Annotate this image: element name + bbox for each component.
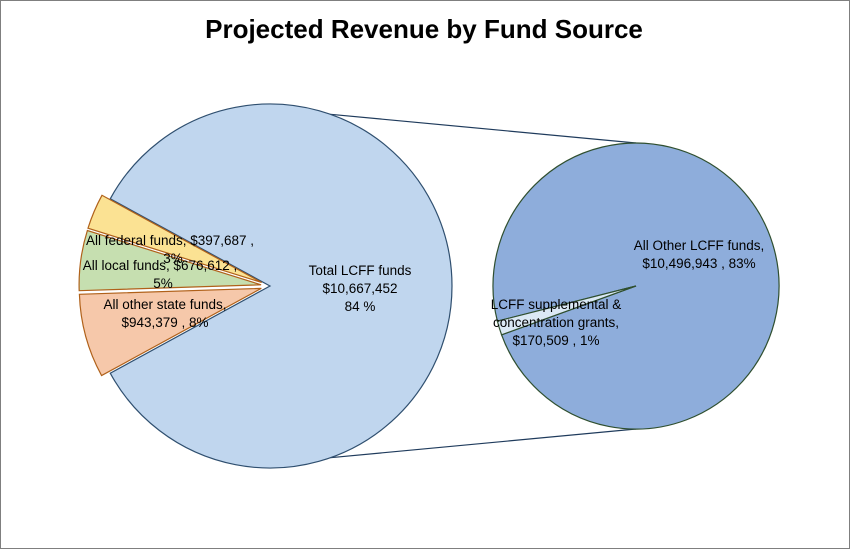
- label-local-name: All local funds, $676,612 ,: [83, 258, 238, 273]
- connector-line-bottom: [330, 428, 637, 459]
- label-supplemental-value: $170,509 , 1%: [512, 333, 599, 348]
- main-pie: [78, 103, 453, 469]
- secondary-pie: [492, 142, 780, 430]
- label-state-value: $943,379 , 8%: [121, 315, 208, 330]
- connector-line-top: [330, 113, 637, 144]
- label-total-lcff-percent: 84 %: [345, 299, 376, 314]
- data-labels: Total LCFF funds $10,667,452 84 % All fe…: [83, 233, 765, 348]
- main-pie-slice-all-other-state-funds: [78, 287, 262, 377]
- chart-title: Projected Revenue by Fund Source: [205, 14, 643, 44]
- secondary-pie-slice-lcff-supplemental-concentration-grants: [496, 285, 637, 336]
- label-state-name: All other state funds,: [103, 297, 226, 312]
- main-pie-slice-total-lcff-funds: [109, 103, 453, 469]
- main-pie-slice-all-local-funds: [78, 229, 262, 292]
- label-federal-percent: 3%: [163, 251, 183, 266]
- label-supplemental-name-2: concentration grants,: [493, 315, 619, 330]
- label-local-percent: 5%: [153, 276, 173, 291]
- label-federal-name: All federal funds, $397,687 ,: [86, 233, 254, 248]
- label-other-lcff-name: All Other LCFF funds,: [634, 238, 765, 253]
- label-total-lcff-name: Total LCFF funds: [309, 263, 412, 278]
- label-supplemental-name: LCFF supplemental &: [491, 297, 622, 312]
- label-other-lcff-value: $10,496,943 , 83%: [642, 256, 755, 271]
- label-total-lcff-value: $10,667,452: [322, 281, 397, 296]
- connector-lines: [330, 113, 637, 459]
- main-pie-slice-all-federal-funds: [87, 194, 263, 284]
